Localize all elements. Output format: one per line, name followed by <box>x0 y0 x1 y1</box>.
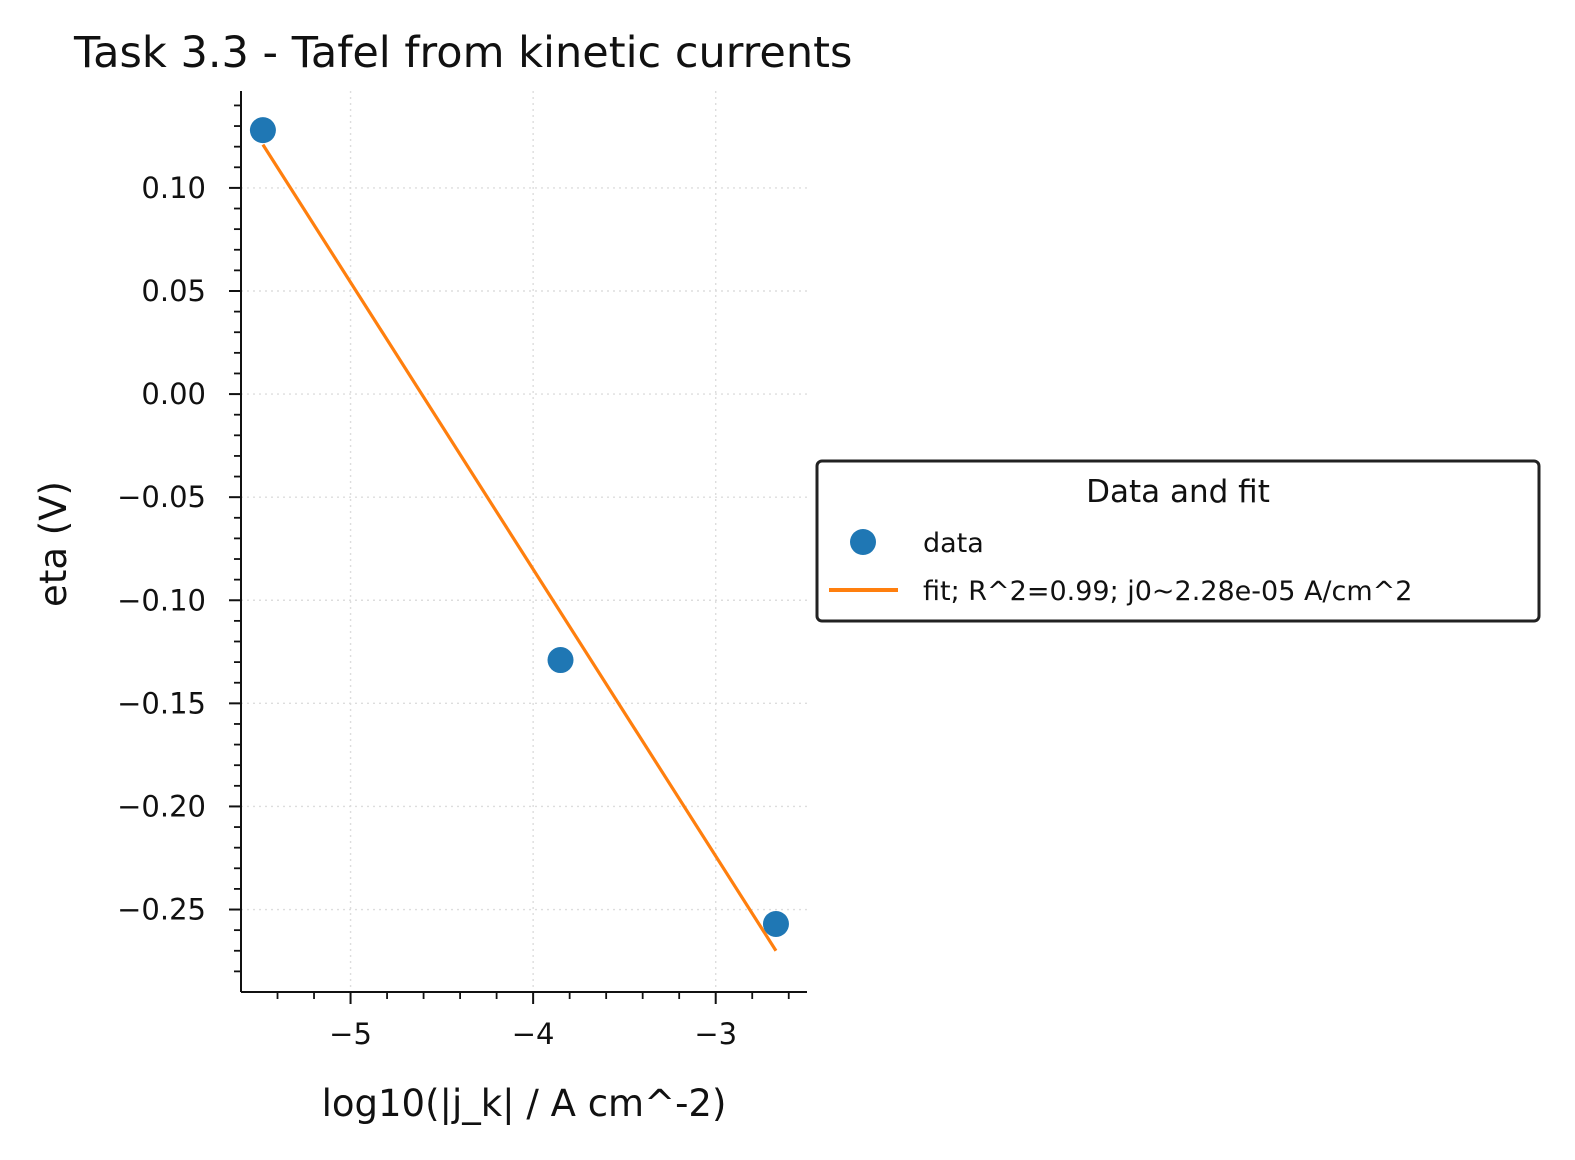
y-tick-label: −0.05 <box>117 480 206 514</box>
y-tick-label: −0.20 <box>117 789 206 823</box>
legend: Data and fit data fit; R^2=0.99; j0~2.28… <box>815 459 1541 623</box>
legend-entry-data: data <box>923 528 984 559</box>
x-tick-label: −3 <box>694 1017 737 1051</box>
x-tick-label: −4 <box>512 1017 555 1051</box>
series-layer <box>249 117 789 952</box>
legend-title: Data and fit <box>1086 474 1270 510</box>
y-tick-label: 0.00 <box>141 377 206 411</box>
legend-entry-fit: fit; R^2=0.99; j0~2.28e-05 A/cm^2 <box>923 576 1412 607</box>
legend-data-marker <box>850 529 876 555</box>
grid <box>241 91 807 992</box>
minor-ticks <box>234 104 790 999</box>
data-point <box>249 117 276 144</box>
x-axis-ticks: −5 −4 −3 <box>329 992 737 1051</box>
fit-line <box>261 143 778 952</box>
data-point <box>547 647 574 674</box>
chart-title: Task 3.3 - Tafel from kinetic currents <box>73 28 852 78</box>
y-axis-label: eta (V) <box>32 481 75 607</box>
y-tick-label: 0.05 <box>141 274 206 308</box>
x-tick-label: −5 <box>329 1017 372 1051</box>
data-point <box>762 910 789 937</box>
y-tick-label: −0.10 <box>117 583 206 617</box>
legend-box <box>815 459 1541 623</box>
y-tick-label: 0.10 <box>141 171 206 205</box>
x-axis-label: log10(|j_k| / A cm^-2) <box>322 1082 727 1125</box>
y-axis-ticks: 0.10 0.05 0.00 −0.05 −0.10 −0.15 −0.20 −0.25 <box>117 171 241 927</box>
y-tick-label: −0.25 <box>117 893 206 927</box>
y-tick-label: −0.15 <box>117 686 206 720</box>
